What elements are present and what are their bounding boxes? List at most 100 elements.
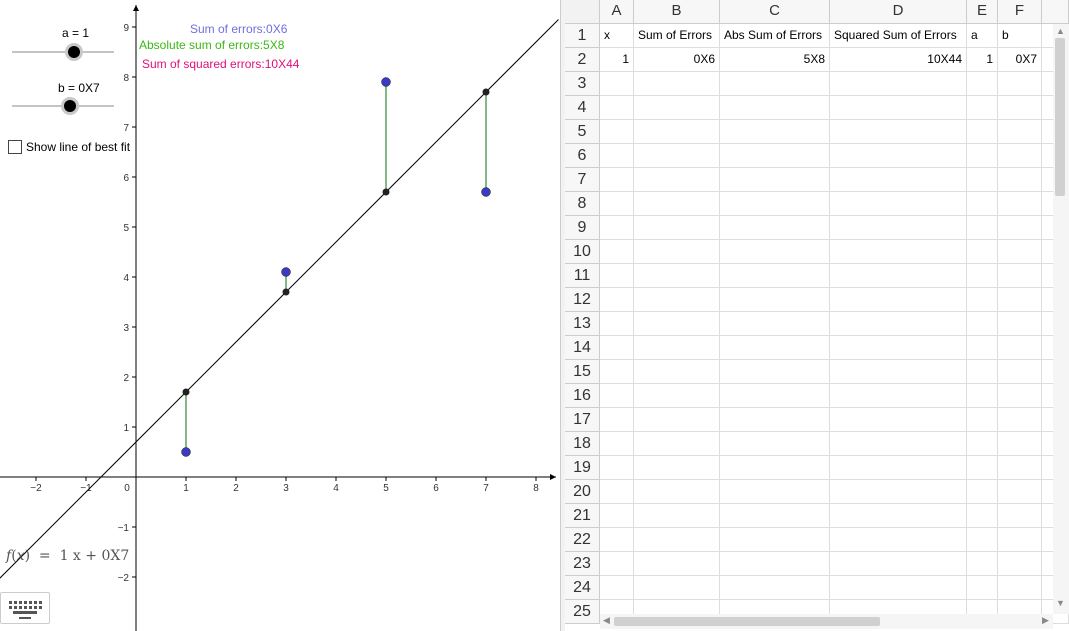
cell-d11[interactable] [830, 264, 967, 288]
row-header-10[interactable]: 10 [565, 240, 600, 264]
row-header-19[interactable]: 19 [565, 456, 600, 480]
cell-b4[interactable] [634, 96, 720, 120]
cell-f12[interactable] [998, 288, 1042, 312]
cell-d8[interactable] [830, 192, 967, 216]
cell-d10[interactable] [830, 240, 967, 264]
cell-a7[interactable] [600, 168, 634, 192]
row-header-21[interactable]: 21 [565, 504, 600, 528]
slider-a-knob[interactable] [68, 46, 80, 58]
cell-d5[interactable] [830, 120, 967, 144]
cell-a14[interactable] [600, 336, 634, 360]
cell-b2[interactable]: 0X6 [634, 48, 720, 72]
cell-a15[interactable] [600, 360, 634, 384]
cell-a21[interactable] [600, 504, 634, 528]
scroll-down-arrow-icon[interactable]: ▼ [1056, 598, 1065, 608]
cell-d19[interactable] [830, 456, 967, 480]
cell-f3[interactable] [998, 72, 1042, 96]
row-header-1[interactable]: 1 [565, 24, 600, 48]
line-point[interactable] [382, 188, 390, 196]
cell-b10[interactable] [634, 240, 720, 264]
cell-d12[interactable] [830, 288, 967, 312]
cell-c12[interactable] [720, 288, 830, 312]
cell-e4[interactable] [967, 96, 998, 120]
row-header-17[interactable]: 17 [565, 408, 600, 432]
cell-c10[interactable] [720, 240, 830, 264]
data-point[interactable] [481, 187, 491, 197]
show-best-fit-checkbox[interactable]: Show line of best fit [8, 140, 130, 154]
row-header-23[interactable]: 23 [565, 552, 600, 576]
cell-e2[interactable]: 1 [967, 48, 998, 72]
cell-f8[interactable] [998, 192, 1042, 216]
cell-d1[interactable]: Squared Sum of Errors [830, 24, 967, 48]
cell-d6[interactable] [830, 144, 967, 168]
cell-b11[interactable] [634, 264, 720, 288]
cell-c16[interactable] [720, 384, 830, 408]
cell-b3[interactable] [634, 72, 720, 96]
cell-d16[interactable] [830, 384, 967, 408]
cell-e11[interactable] [967, 264, 998, 288]
scroll-up-arrow-icon[interactable]: ▲ [1056, 26, 1065, 36]
cell-c6[interactable] [720, 144, 830, 168]
column-header-b[interactable]: B [634, 0, 720, 24]
cell-a24[interactable] [600, 576, 634, 600]
cell-c7[interactable] [720, 168, 830, 192]
function-line[interactable] [0, 19, 559, 580]
cell-f4[interactable] [998, 96, 1042, 120]
cell-b16[interactable] [634, 384, 720, 408]
cell-e16[interactable] [967, 384, 998, 408]
cell-c11[interactable] [720, 264, 830, 288]
cell-e22[interactable] [967, 528, 998, 552]
cell-f2[interactable]: 0X7 [998, 48, 1042, 72]
cell-a6[interactable] [600, 144, 634, 168]
cell-c22[interactable] [720, 528, 830, 552]
column-header-c[interactable]: C [720, 0, 830, 24]
row-header-22[interactable]: 22 [565, 528, 600, 552]
row-header-18[interactable]: 18 [565, 432, 600, 456]
cell-f6[interactable] [998, 144, 1042, 168]
row-header-5[interactable]: 5 [565, 120, 600, 144]
cell-a20[interactable] [600, 480, 634, 504]
cell-d9[interactable] [830, 216, 967, 240]
cell-c15[interactable] [720, 360, 830, 384]
cell-d4[interactable] [830, 96, 967, 120]
cell-a2[interactable]: 1 [600, 48, 634, 72]
line-point[interactable] [282, 288, 290, 296]
cell-d21[interactable] [830, 504, 967, 528]
cell-f20[interactable] [998, 480, 1042, 504]
cell-a13[interactable] [600, 312, 634, 336]
cell-e20[interactable] [967, 480, 998, 504]
row-header-24[interactable]: 24 [565, 576, 600, 600]
cell-b9[interactable] [634, 216, 720, 240]
cell-c1[interactable]: Abs Sum of Errors [720, 24, 830, 48]
graphics-view[interactable]: −2 −1 0 1 2 3 4 5 6 7 8 1 2 3 4 5 6 7 8 9 −1 −2 a = 1 b = 0X7… [0, 0, 560, 631]
cell-a5[interactable] [600, 120, 634, 144]
cell-e1[interactable]: a [967, 24, 998, 48]
cell-c24[interactable] [720, 576, 830, 600]
cell-e12[interactable] [967, 288, 998, 312]
row-header-14[interactable]: 14 [565, 336, 600, 360]
cell-e23[interactable] [967, 552, 998, 576]
row-header-2[interactable]: 2 [565, 48, 600, 72]
cell-a22[interactable] [600, 528, 634, 552]
cell-c13[interactable] [720, 312, 830, 336]
cell-a4[interactable] [600, 96, 634, 120]
panel-divider[interactable] [560, 0, 566, 631]
cell-b18[interactable] [634, 432, 720, 456]
scroll-right-arrow-icon[interactable]: ▶ [1042, 615, 1049, 625]
cell-d20[interactable] [830, 480, 967, 504]
cell-c19[interactable] [720, 456, 830, 480]
coordinate-plane[interactable]: −2 −1 0 1 2 3 4 5 6 7 8 1 2 3 4 5 6 7 8 9 −1 −2 [0, 0, 560, 631]
row-header-15[interactable]: 15 [565, 360, 600, 384]
cell-a23[interactable] [600, 552, 634, 576]
cell-f10[interactable] [998, 240, 1042, 264]
row-header-9[interactable]: 9 [565, 216, 600, 240]
cell-a10[interactable] [600, 240, 634, 264]
vertical-scrollbar[interactable]: ▲ ▼ [1053, 24, 1069, 614]
cell-e21[interactable] [967, 504, 998, 528]
cell-a18[interactable] [600, 432, 634, 456]
cell-f18[interactable] [998, 432, 1042, 456]
cell-b22[interactable] [634, 528, 720, 552]
row-header-6[interactable]: 6 [565, 144, 600, 168]
cell-f11[interactable] [998, 264, 1042, 288]
cell-a11[interactable] [600, 264, 634, 288]
